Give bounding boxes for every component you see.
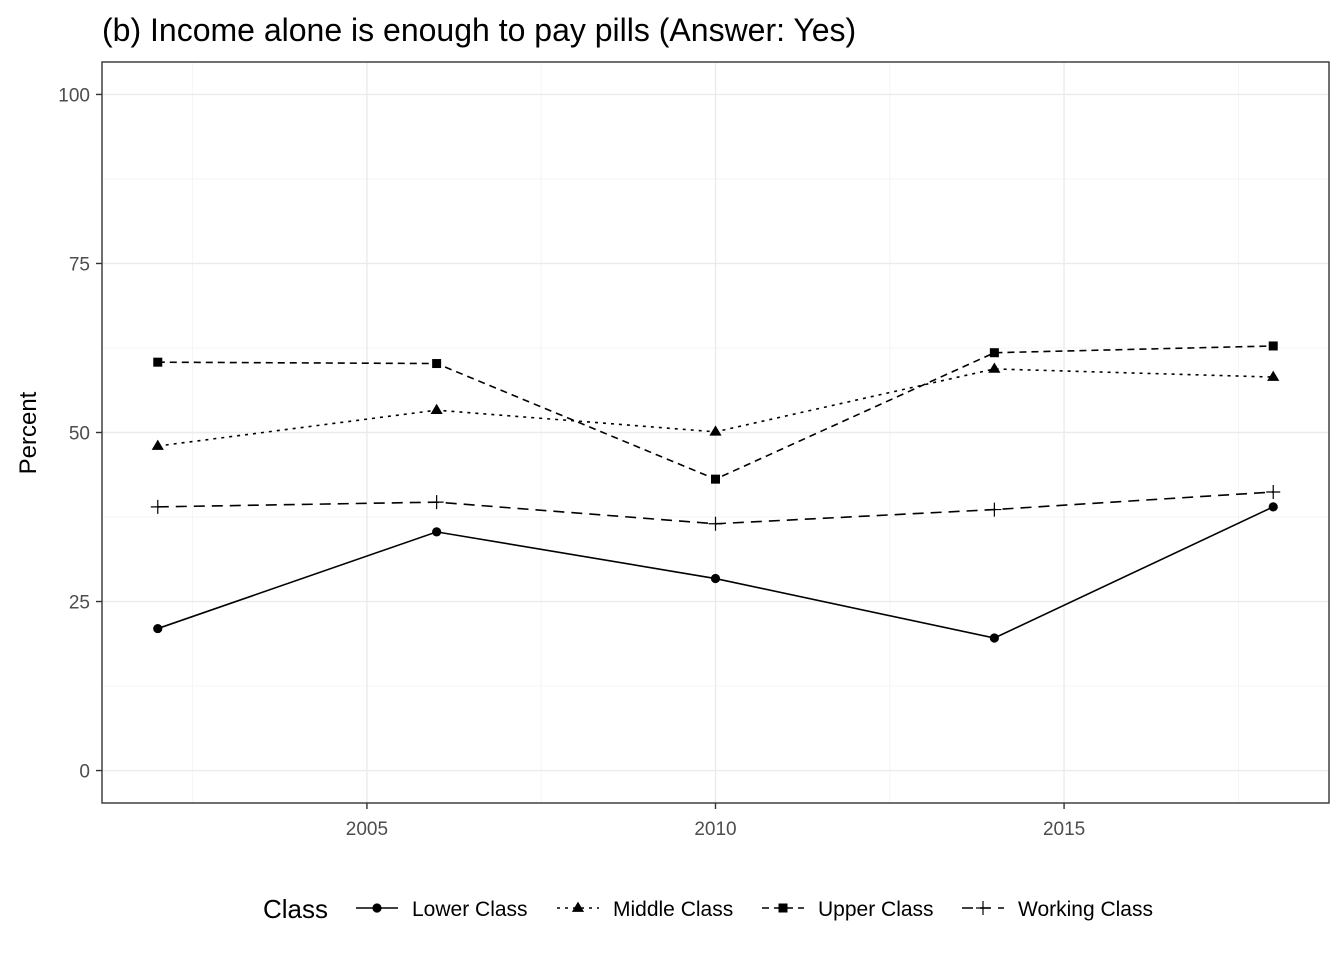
- data-point-upper-class: [711, 474, 720, 484]
- legend-key-marker: [372, 903, 382, 913]
- legend-item-middle-class: Middle Class: [557, 898, 733, 921]
- legend-item-upper-class: Upper Class: [762, 898, 934, 921]
- x-tick-label: 2005: [346, 819, 388, 840]
- x-tick-label: 2015: [1043, 819, 1085, 840]
- series-lines: [150, 341, 1281, 643]
- data-point-middle-class: [988, 362, 1001, 373]
- legend-label: Middle Class: [613, 898, 733, 921]
- legend: Class Lower Class Middle Class Upper Class…: [263, 894, 1153, 924]
- y-tick-label: 0: [79, 762, 90, 783]
- series-lower-class: [153, 502, 1278, 643]
- y-tick-label: 75: [69, 254, 90, 275]
- data-point-working-class: [429, 495, 444, 510]
- legend-key-marker: [571, 901, 585, 912]
- data-point-middle-class: [430, 403, 443, 415]
- y-tick-label: 100: [58, 85, 90, 106]
- data-point-working-class: [1266, 484, 1281, 499]
- series-working-class: [150, 484, 1281, 531]
- data-point-upper-class: [1268, 341, 1278, 351]
- axes: 2005 2010 2015 0 25 50 75 100: [58, 85, 1085, 840]
- data-point-upper-class: [153, 357, 163, 367]
- legend-title: Class: [263, 894, 328, 924]
- data-point-upper-class: [432, 359, 442, 369]
- legend-label: Lower Class: [412, 898, 528, 921]
- y-tick-label: 50: [69, 424, 90, 445]
- chart-title: (b) Income alone is enough to pay pills …: [102, 12, 856, 48]
- legend-label: Upper Class: [818, 898, 934, 921]
- data-point-lower-class: [710, 573, 721, 584]
- y-axis-title: Percent: [15, 391, 42, 474]
- legend-item-lower-class: Lower Class: [356, 898, 528, 921]
- data-point-working-class: [708, 516, 723, 531]
- data-point-lower-class: [153, 623, 163, 634]
- data-point-lower-class: [1268, 502, 1278, 512]
- data-point-working-class: [150, 499, 165, 514]
- data-point-middle-class: [1267, 370, 1280, 381]
- data-point-working-class: [987, 502, 1002, 517]
- y-tick-label: 25: [69, 593, 90, 614]
- series-middle-class: [151, 362, 1280, 450]
- legend-item-working-class: Working Class: [962, 898, 1153, 921]
- legend-key-marker: [976, 901, 990, 915]
- legend-label: Working Class: [1018, 898, 1153, 921]
- data-point-lower-class: [432, 527, 442, 537]
- legend-items: Lower Class Middle Class Upper Class Workin…: [356, 898, 1153, 921]
- data-point-lower-class: [989, 633, 999, 643]
- data-point-middle-class: [709, 425, 722, 436]
- x-tick-label: 2010: [694, 819, 736, 840]
- data-point-upper-class: [989, 348, 999, 358]
- legend-key-marker: [778, 903, 788, 913]
- data-point-middle-class: [151, 439, 164, 450]
- series-upper-class: [153, 341, 1278, 484]
